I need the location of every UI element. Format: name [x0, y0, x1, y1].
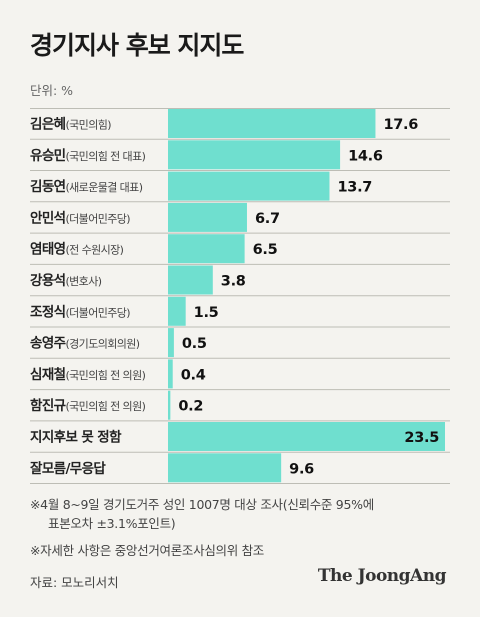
category-label: 함진규(국민의힘 전 의원)	[30, 397, 146, 414]
bar	[168, 265, 213, 295]
category-label: 유승민(국민의힘 전 대표)	[30, 147, 146, 164]
candidate-name: 유승민	[30, 147, 66, 164]
bar	[168, 140, 341, 170]
data-label: 17.6	[383, 117, 418, 133]
data-label: 23.5	[404, 430, 439, 446]
data-label: 14.6	[348, 148, 383, 164]
footnote-reference: ※자세한 사항은 중앙선거여론조사심의위 참조	[30, 543, 264, 558]
candidate-detail: (국민의힘 전 의원)	[65, 369, 145, 382]
candidate-name: 강용석	[30, 272, 65, 289]
candidate-detail: (전 수원시장)	[65, 244, 123, 257]
category-label: 심재철(국민의힘 전 의원)	[30, 367, 146, 383]
chart-title: 경기지사 후보 지지도	[30, 31, 244, 60]
candidate-detail: (새로운물결 대표)	[65, 181, 142, 194]
bar-chart: 김은혜(국민의힘) 17.6 유승민(국민의힘 전 대표) 14.6 김동연(새로운물결…	[30, 108, 450, 484]
candidate-detail: (변호사)	[65, 275, 101, 288]
category-label: 김동연(새로운물결 대표)	[30, 179, 143, 195]
category-label: 지지후보 못 정함	[30, 429, 122, 446]
brand-logo: The JoongAng	[317, 566, 447, 586]
candidate-name: 심재철	[30, 367, 66, 383]
category-label: 강용석(변호사)	[30, 272, 102, 289]
category-label: 안민석(더불어민주당)	[30, 209, 130, 226]
candidate-detail: (더불어민주당)	[65, 212, 130, 225]
candidate-detail: (국민의힘)	[65, 119, 111, 132]
data-label: 0.2	[178, 399, 203, 415]
candidate-name: 김동연	[30, 179, 66, 195]
data-label: 13.7	[337, 180, 372, 196]
candidate-name: 조정식	[30, 303, 65, 320]
bar	[168, 202, 247, 232]
candidate-name: 염태영	[30, 241, 66, 258]
category-label: 김은혜(국민의힘)	[30, 117, 111, 133]
bar	[168, 171, 330, 201]
data-label: 6.7	[255, 211, 280, 227]
category-label: 염태영(전 수원시장)	[30, 241, 124, 258]
source-label: 자료: 모노리서치	[30, 575, 119, 590]
category-label: 잘모름/무응답	[30, 460, 106, 477]
data-label: 1.5	[194, 305, 219, 321]
bar	[168, 422, 445, 451]
candidate-detail: (더불어민주당)	[65, 306, 130, 319]
bar	[168, 296, 186, 326]
data-label: 9.6	[289, 461, 314, 477]
unit-label: 단위: %	[30, 83, 74, 98]
candidate-name: 잘모름/무응답	[30, 460, 106, 477]
bar	[168, 390, 171, 420]
category-label: 조정식(더불어민주당)	[30, 303, 130, 320]
bar	[168, 453, 282, 483]
data-label: 6.5	[253, 242, 278, 258]
candidate-name: 함진규	[30, 397, 66, 414]
candidate-name: 송영주	[30, 335, 66, 352]
candidate-detail: (경기도의회의원)	[65, 338, 139, 351]
candidate-detail: (국민의힘 전 의원)	[65, 400, 145, 413]
candidate-name: 김은혜	[30, 117, 66, 133]
bar	[168, 359, 173, 389]
footnote-survey-cont: 표본오차 ±3.1%포인트)	[48, 516, 176, 531]
bar	[168, 328, 174, 358]
bar	[168, 109, 376, 138]
candidate-name: 안민석	[30, 209, 65, 226]
category-label: 송영주(경기도의회의원)	[30, 335, 140, 352]
data-label: 0.4	[181, 367, 206, 383]
footnote-survey: ※4월 8~9일 경기도거주 성인 1007명 대상 조사(신뢰수준 95%에	[30, 497, 374, 512]
candidate-detail: (국민의힘 전 대표)	[65, 150, 145, 163]
bar	[168, 234, 245, 264]
data-label: 3.8	[221, 274, 246, 290]
candidate-name: 지지후보 못 정함	[30, 429, 122, 446]
footnotes: ※4월 8~9일 경기도거주 성인 1007명 대상 조사(신뢰수준 95%에 …	[30, 495, 374, 560]
data-label: 0.5	[182, 336, 207, 352]
